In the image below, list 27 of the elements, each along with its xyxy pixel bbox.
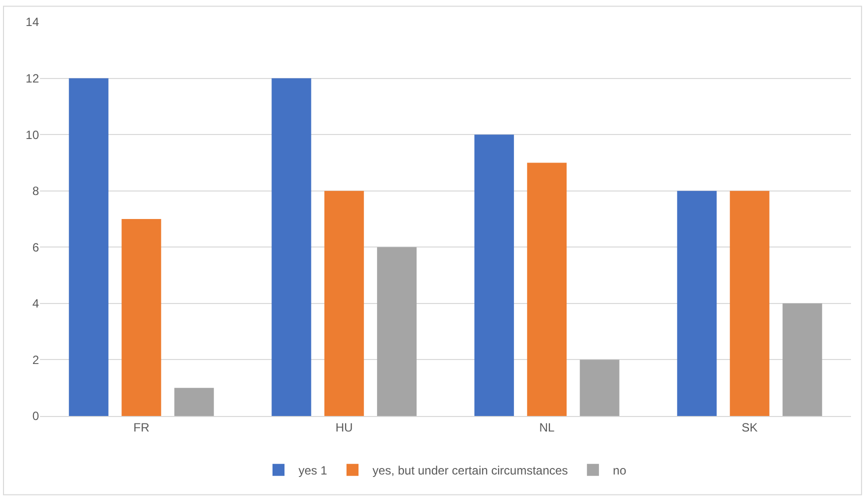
bar [377, 247, 417, 416]
x-tick-label: NL [539, 420, 555, 434]
legend-label: no [612, 464, 627, 478]
bar [580, 360, 620, 416]
y-tick-label: 8 [32, 184, 40, 198]
y-tick-label: 10 [26, 128, 40, 142]
legend-label: yes, but under certain circumstances [372, 464, 568, 478]
bar [527, 162, 567, 416]
bar [68, 78, 108, 416]
bar [782, 303, 822, 416]
y-tick-label: 6 [32, 240, 40, 254]
x-tick-label: HU [335, 420, 353, 434]
y-tick-label: 4 [32, 296, 40, 311]
y-tick-label: 14 [26, 15, 40, 30]
legend-label: yes 1 [298, 464, 328, 478]
bar [324, 190, 364, 416]
x-tick-label: FR [133, 420, 150, 434]
bar [677, 190, 717, 416]
bar [730, 190, 770, 416]
bar [122, 219, 162, 416]
bar [174, 388, 214, 416]
bar [474, 134, 514, 416]
x-tick-label: SK [742, 420, 758, 434]
y-tick-label: 0 [32, 409, 40, 424]
y-tick-label: 12 [26, 71, 40, 86]
bar [272, 78, 312, 416]
y-tick-label: 2 [32, 352, 40, 367]
